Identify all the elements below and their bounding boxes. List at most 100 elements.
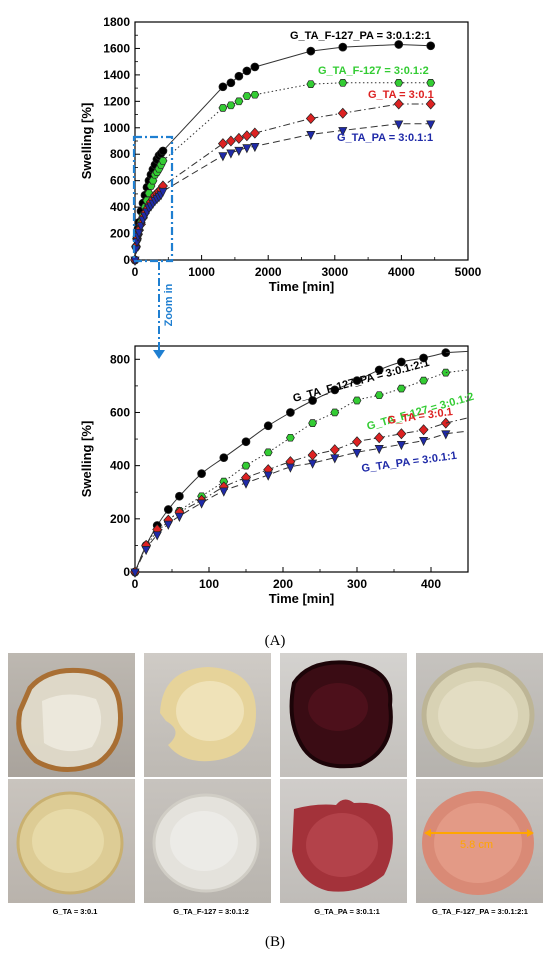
data-point bbox=[441, 368, 451, 377]
x-tick-label: 400 bbox=[421, 577, 441, 591]
data-point bbox=[426, 41, 436, 51]
data-point bbox=[233, 132, 244, 144]
data-point bbox=[306, 80, 316, 88]
data-point bbox=[250, 142, 260, 153]
data-point bbox=[394, 79, 404, 87]
data-point bbox=[425, 98, 436, 110]
data-point bbox=[396, 384, 406, 393]
data-point bbox=[306, 131, 316, 141]
data-point bbox=[158, 187, 168, 198]
data-point bbox=[234, 146, 244, 157]
y-tick-label: 0 bbox=[123, 253, 130, 267]
data-point bbox=[130, 568, 140, 578]
photo-f127pa-bottom: 5.8 cm bbox=[416, 779, 543, 903]
series-label: G_TA_PA = 3:0.1:1 bbox=[361, 450, 458, 475]
x-axis-label: Time [min] bbox=[269, 279, 335, 294]
x-tick-label: 3000 bbox=[321, 265, 348, 279]
data-point bbox=[374, 391, 384, 400]
data-point bbox=[338, 127, 348, 137]
y-tick-label: 200 bbox=[110, 512, 130, 526]
data-point bbox=[374, 365, 384, 375]
data-point bbox=[419, 353, 428, 363]
caption-gta-f127-pa: G_TA_F-127_PA = 3:0.1:2:1 bbox=[432, 907, 528, 916]
data-point bbox=[307, 449, 318, 461]
data-point bbox=[330, 454, 340, 464]
data-point bbox=[219, 453, 229, 463]
measure-label: 5.8 cm bbox=[460, 839, 494, 851]
data-point bbox=[241, 461, 251, 470]
photo-pa-top bbox=[280, 653, 407, 777]
data-point bbox=[218, 104, 228, 112]
data-point bbox=[242, 144, 252, 154]
data-point bbox=[263, 471, 273, 481]
plot-frame bbox=[134, 345, 469, 573]
series-label: G_TA_F-127_PA = 3:0.1:2:1 bbox=[290, 30, 431, 42]
x-tick-label: 0 bbox=[132, 265, 139, 279]
zoom-indicator: Zoom in bbox=[132, 135, 175, 359]
data-point bbox=[263, 421, 273, 431]
y-tick-label: 1200 bbox=[103, 94, 130, 108]
series-line-tail bbox=[445, 430, 469, 435]
data-point bbox=[374, 432, 385, 444]
data-point bbox=[338, 42, 348, 52]
data-point bbox=[329, 444, 340, 456]
zoom-arrowhead bbox=[153, 350, 165, 359]
data-point bbox=[218, 152, 228, 162]
y-tick-label: 1000 bbox=[103, 121, 130, 135]
y-tick-label: 0 bbox=[123, 565, 130, 579]
data-point bbox=[396, 428, 407, 440]
data-point bbox=[249, 127, 260, 139]
data-point bbox=[285, 463, 295, 473]
x-tick-label: 5000 bbox=[455, 265, 482, 279]
x-axis-label: Time [min] bbox=[269, 591, 335, 606]
data-point bbox=[226, 101, 236, 110]
data-point bbox=[419, 376, 429, 385]
data-point bbox=[426, 120, 436, 130]
data-point bbox=[234, 97, 244, 106]
zoom-rect bbox=[132, 135, 174, 263]
panel-b-label: (B) bbox=[265, 934, 285, 950]
data-point bbox=[141, 546, 151, 556]
data-point bbox=[250, 62, 260, 72]
data-point bbox=[394, 40, 404, 49]
y-tick-label: 800 bbox=[110, 352, 130, 366]
figure-canvas: 0 1000 2000 3000 4000 50000200400600800100012… bbox=[79, 15, 482, 606]
data-point bbox=[226, 149, 236, 159]
data-point bbox=[374, 445, 384, 455]
data-point bbox=[330, 385, 340, 395]
data-point bbox=[338, 79, 348, 87]
caption-gta-f127: G_TA_F-127 = 3:0.1:2 bbox=[173, 907, 249, 916]
data-point bbox=[197, 499, 207, 509]
data-point bbox=[394, 120, 404, 130]
caption-gta: G_TA = 3:0.1 bbox=[52, 907, 98, 916]
data-point bbox=[308, 419, 318, 427]
series-label: G_TA_F-127 = 3:0.1:2 bbox=[318, 65, 429, 77]
data-point bbox=[241, 437, 251, 447]
data-point bbox=[419, 437, 429, 447]
data-point bbox=[352, 436, 362, 448]
data-point bbox=[286, 408, 295, 417]
y-tick-label: 800 bbox=[110, 147, 130, 161]
y-axis-label: Swelling [%] bbox=[79, 103, 94, 180]
caption-gta-pa: G_TA_PA = 3:0.1:1 bbox=[314, 907, 380, 916]
data-point bbox=[285, 433, 295, 442]
data-point bbox=[241, 130, 252, 142]
x-tick-label: 200 bbox=[273, 577, 293, 591]
data-point bbox=[418, 424, 429, 436]
chart-top: 0 1000 2000 3000 4000 5000 0 200 400 600 800 1000 12… bbox=[79, 15, 482, 294]
data-point bbox=[250, 90, 260, 99]
data-point bbox=[163, 520, 173, 530]
x-tick-label: 2000 bbox=[255, 265, 282, 279]
data-point bbox=[263, 448, 273, 457]
series-line bbox=[134, 82, 431, 261]
data-point bbox=[242, 66, 252, 76]
data-point bbox=[234, 71, 244, 81]
data-point bbox=[426, 79, 436, 87]
y-tick-label: 400 bbox=[110, 459, 130, 473]
y-tick-label: 1400 bbox=[103, 68, 130, 82]
data-point bbox=[441, 430, 451, 440]
data-point bbox=[197, 469, 206, 478]
data-point bbox=[152, 531, 162, 541]
data-point bbox=[352, 376, 362, 385]
data-point bbox=[219, 487, 229, 497]
